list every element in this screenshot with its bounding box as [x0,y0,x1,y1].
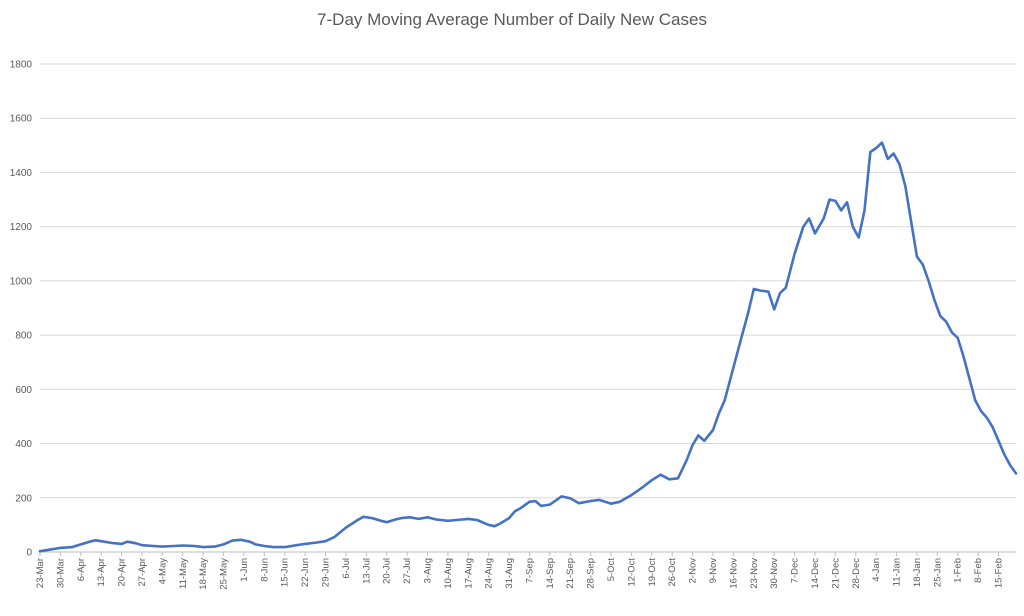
x-tick-label: 8-Jun [259,558,270,582]
x-tick-label: 19-Oct [647,558,658,587]
x-tick-label: 14-Dec [810,558,821,589]
y-tick-label: 200 [15,493,32,504]
x-tick-label: 11-Jan [892,558,903,586]
x-tick-label: 7-Sep [524,558,535,583]
x-tick-label: 18-May [198,558,209,590]
x-tick-label: 13-Jul [361,558,372,584]
x-tick-label: 28-Sep [586,558,597,589]
x-tick-label: 20-Jul [382,558,393,584]
x-tick-label: 12-Oct [626,558,637,587]
x-tick-label: 7-Dec [790,558,801,584]
x-tick-label: 21-Dec [830,558,841,589]
x-tick-label: 2-Nov [688,558,699,584]
x-tick-label: 4-Jan [871,558,882,582]
x-tick-label: 26-Oct [667,558,678,587]
y-tick-label: 1800 [10,60,33,71]
x-tick-label: 21-Sep [565,558,576,589]
x-tick-label: 10-Aug [443,558,454,589]
x-tick-label: 5-Oct [606,558,617,582]
x-tick-label: 30-Nov [769,558,780,589]
x-tick-label: 6-Apr [76,558,87,581]
x-tick-label: 30-Mar [55,558,66,588]
y-tick-label: 800 [15,331,32,342]
x-tick-label: 15-Jun [280,558,291,587]
x-tick-label: 29-Jun [321,558,332,587]
y-tick-label: 1000 [10,276,33,287]
y-tick-label: 1200 [10,222,33,233]
x-tick-label: 22-Jun [300,558,311,587]
x-tick-label: 8-Feb [973,558,984,583]
x-tick-label: 18-Jan [912,558,923,587]
x-tick-label: 3-Aug [422,558,433,583]
x-tick-label: 11-May [178,558,189,589]
x-tick-label: 31-Aug [504,558,515,589]
x-tick-label: 25-May [219,558,230,590]
y-tick-label: 600 [15,385,32,396]
x-tick-label: 27-Apr [137,558,148,587]
x-tick-label: 25-Jan [932,558,943,587]
x-tick-label: 23-Mar [35,558,46,588]
y-tick-label: 0 [26,548,32,559]
x-tick-label: 28-Dec [851,558,862,589]
x-tick-label: 13-Apr [96,558,107,587]
x-tick-label: 6-Jul [341,558,352,579]
x-tick-label: 23-Nov [749,558,760,589]
chart-title: 7-Day Moving Average Number of Daily New… [317,10,707,29]
y-tick-label: 1600 [10,114,33,125]
x-tick-label: 24-Aug [484,558,495,589]
x-tick-label: 15-Feb [994,558,1005,588]
x-tick-label: 1-Feb [953,558,964,583]
x-tick-label: 9-Nov [708,558,719,584]
y-tick-label: 1400 [10,168,33,179]
x-tick-label: 1-Jun [239,558,250,582]
y-tick-label: 400 [15,439,32,450]
x-tick-label: 20-Apr [117,558,128,587]
x-tick-label: 27-Jul [402,558,413,584]
x-tick-label: 16-Nov [728,558,739,589]
x-tick-label: 17-Aug [463,558,474,589]
series-line [38,141,1018,553]
x-tick-label: 14-Sep [545,558,556,589]
x-tick-label: 4-May [157,558,168,585]
